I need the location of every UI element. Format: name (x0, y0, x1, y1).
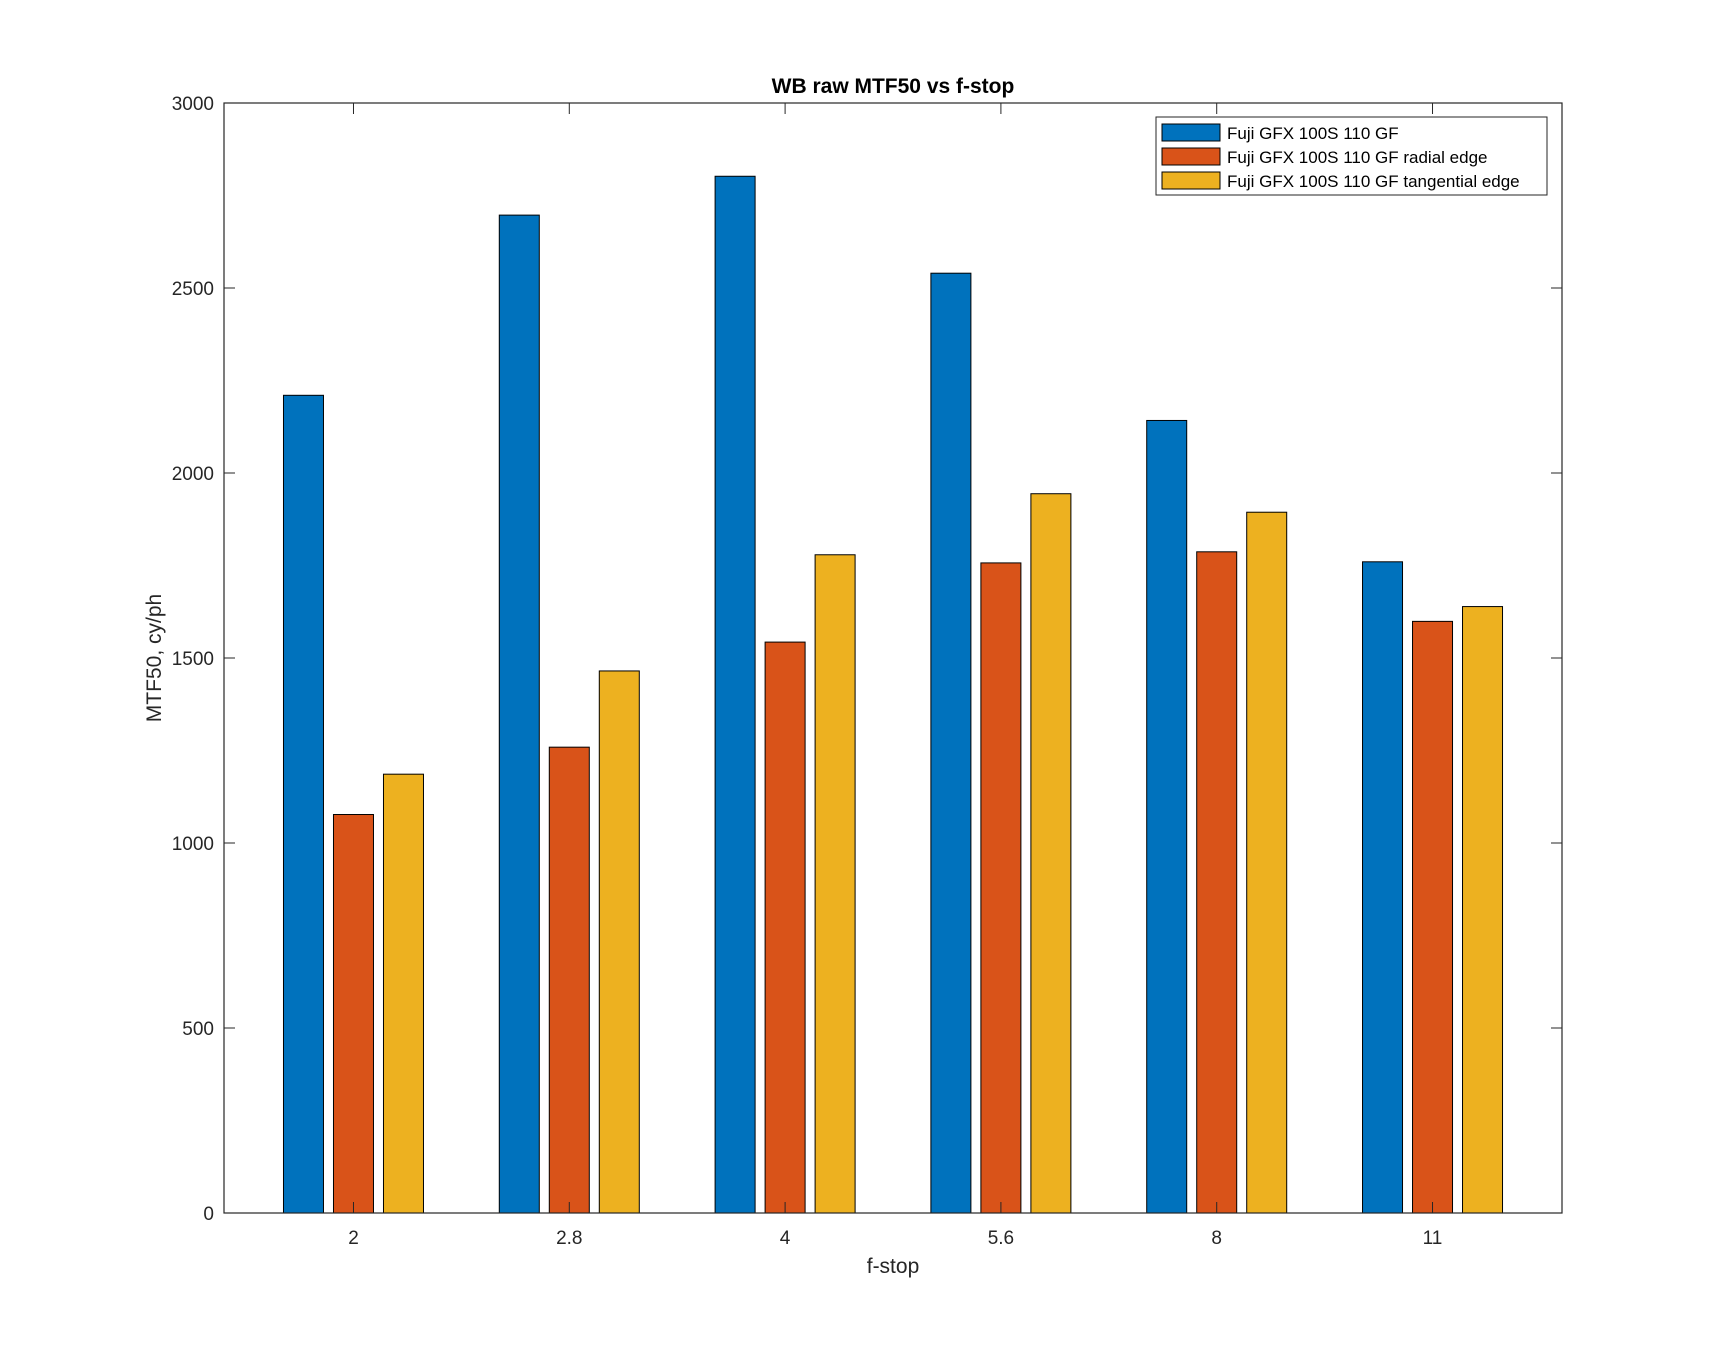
chart-title: WB raw MTF50 vs f-stop (772, 75, 1015, 98)
bar-series-1-cat-1 (282, 394, 324, 1214)
y-tick-label: 2000 (172, 464, 214, 485)
x-tick-label: 11 (1423, 1228, 1443, 1249)
legend-box (1155, 116, 1548, 196)
x-tick-label: 2 (348, 1228, 359, 1249)
x-tick-label: 2.8 (556, 1228, 582, 1249)
bar-series-3-cat-3 (814, 554, 856, 1214)
legend-label-2: Fuji GFX 100S 110 GF radial edge (1227, 148, 1488, 167)
bar-series-2-cat-5 (1196, 551, 1238, 1214)
y-tick-label: 1000 (172, 834, 214, 855)
legend-label-3: Fuji GFX 100S 110 GF tangential edge (1227, 172, 1520, 191)
ticks-layer: 0 500 1000 1500 2000 2500 3000 2 2.8 4 5.6 8 11 (172, 94, 1562, 1249)
legend-swatch-1 (1161, 123, 1221, 142)
x-tick-label: 5.6 (988, 1228, 1014, 1249)
y-axis-title: MTF50, cy/ph (143, 594, 166, 722)
legend-label-1: Fuji GFX 100S 110 GF (1227, 124, 1399, 143)
plot-area (224, 103, 1562, 1213)
legend: Fuji GFX 100S 110 GF Fuji GFX 100S 110 GF… (1155, 116, 1548, 196)
x-axis-title: f-stop (867, 1255, 920, 1278)
y-tick-label: 1500 (172, 649, 214, 670)
bars-layer (282, 175, 1504, 1214)
bar-series-1-cat-4 (930, 272, 972, 1214)
bar-series-2-cat-6 (1412, 620, 1454, 1214)
bar-series-3-cat-1 (382, 773, 424, 1214)
bar-series-1-cat-5 (1146, 419, 1188, 1214)
y-tick-label: 2500 (172, 279, 214, 300)
legend-swatch-3 (1161, 171, 1221, 190)
plot-frame (223, 102, 1563, 1214)
bar-series-2-cat-4 (980, 562, 1022, 1214)
x-tick-label: 4 (780, 1228, 791, 1249)
legend-swatch-2 (1161, 147, 1221, 166)
y-tick-label: 3000 (172, 94, 214, 115)
bar-series-3-cat-2 (598, 670, 640, 1214)
bar-series-3-cat-6 (1462, 606, 1504, 1214)
bar-series-1-cat-2 (498, 214, 540, 1214)
bar-series-3-cat-5 (1246, 511, 1288, 1214)
bar-series-1-cat-6 (1362, 561, 1404, 1214)
y-tick-label: 0 (203, 1204, 214, 1225)
bar-series-1-cat-3 (714, 175, 756, 1214)
bar-series-2-cat-3 (764, 641, 806, 1214)
bar-series-2-cat-1 (332, 814, 374, 1214)
bar-series-2-cat-2 (548, 746, 590, 1214)
bar-series-3-cat-4 (1030, 493, 1072, 1214)
x-tick-label: 8 (1211, 1228, 1222, 1249)
y-tick-label: 500 (182, 1019, 214, 1040)
